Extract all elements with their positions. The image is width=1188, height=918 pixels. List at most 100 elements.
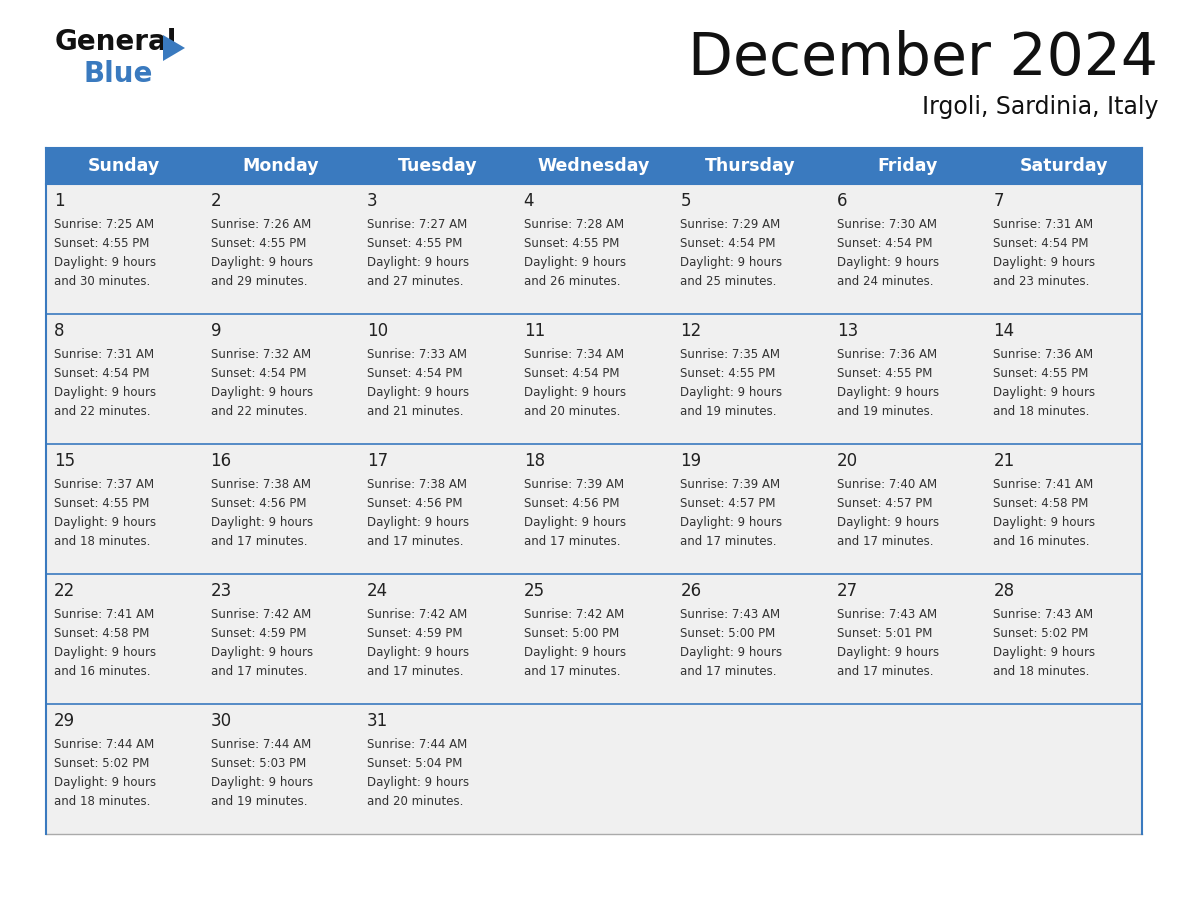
Text: Sunset: 4:56 PM: Sunset: 4:56 PM <box>210 497 307 510</box>
Text: and 17 minutes.: and 17 minutes. <box>681 665 777 678</box>
Text: Sunset: 5:00 PM: Sunset: 5:00 PM <box>681 627 776 640</box>
Bar <box>359 444 516 574</box>
Text: Daylight: 9 hours: Daylight: 9 hours <box>53 516 156 529</box>
Bar <box>672 574 829 704</box>
Text: Sunrise: 7:44 AM: Sunrise: 7:44 AM <box>367 738 467 751</box>
Text: Sunset: 4:55 PM: Sunset: 4:55 PM <box>367 237 462 250</box>
Text: Sunset: 4:54 PM: Sunset: 4:54 PM <box>53 367 150 380</box>
Text: and 17 minutes.: and 17 minutes. <box>524 535 620 548</box>
Text: Wednesday: Wednesday <box>538 157 650 175</box>
Text: Irgoli, Sardinia, Italy: Irgoli, Sardinia, Italy <box>922 95 1158 119</box>
Text: Daylight: 9 hours: Daylight: 9 hours <box>993 256 1095 269</box>
Text: Sunset: 5:02 PM: Sunset: 5:02 PM <box>993 627 1089 640</box>
Text: and 26 minutes.: and 26 minutes. <box>524 275 620 288</box>
Text: Daylight: 9 hours: Daylight: 9 hours <box>367 256 469 269</box>
Bar <box>46 444 203 574</box>
Text: Sunrise: 7:26 AM: Sunrise: 7:26 AM <box>210 218 311 231</box>
Bar <box>359 314 516 444</box>
Text: Daylight: 9 hours: Daylight: 9 hours <box>367 776 469 789</box>
Text: Sunrise: 7:43 AM: Sunrise: 7:43 AM <box>681 608 781 621</box>
Text: and 20 minutes.: and 20 minutes. <box>524 405 620 418</box>
Bar <box>985 184 1142 314</box>
Text: Daylight: 9 hours: Daylight: 9 hours <box>993 386 1095 399</box>
Text: Friday: Friday <box>877 157 937 175</box>
Text: 27: 27 <box>836 582 858 600</box>
Text: 17: 17 <box>367 452 388 470</box>
Text: Sunrise: 7:41 AM: Sunrise: 7:41 AM <box>993 478 1094 491</box>
Bar <box>516 184 672 314</box>
Text: and 18 minutes.: and 18 minutes. <box>993 405 1089 418</box>
Text: Daylight: 9 hours: Daylight: 9 hours <box>993 516 1095 529</box>
Text: Sunrise: 7:27 AM: Sunrise: 7:27 AM <box>367 218 467 231</box>
Text: Sunset: 5:04 PM: Sunset: 5:04 PM <box>367 757 462 770</box>
Text: Sunset: 4:55 PM: Sunset: 4:55 PM <box>53 237 150 250</box>
Text: and 18 minutes.: and 18 minutes. <box>53 795 151 808</box>
Text: Daylight: 9 hours: Daylight: 9 hours <box>681 256 783 269</box>
Text: Sunrise: 7:41 AM: Sunrise: 7:41 AM <box>53 608 154 621</box>
Text: and 17 minutes.: and 17 minutes. <box>210 535 307 548</box>
Text: 21: 21 <box>993 452 1015 470</box>
Text: 8: 8 <box>53 322 64 340</box>
Text: Sunset: 4:56 PM: Sunset: 4:56 PM <box>524 497 619 510</box>
Text: and 22 minutes.: and 22 minutes. <box>53 405 151 418</box>
Text: Sunset: 5:00 PM: Sunset: 5:00 PM <box>524 627 619 640</box>
Text: 13: 13 <box>836 322 858 340</box>
Text: 7: 7 <box>993 192 1004 210</box>
Text: Sunrise: 7:30 AM: Sunrise: 7:30 AM <box>836 218 937 231</box>
Text: Sunrise: 7:25 AM: Sunrise: 7:25 AM <box>53 218 154 231</box>
Text: Daylight: 9 hours: Daylight: 9 hours <box>524 646 626 659</box>
Text: Sunrise: 7:29 AM: Sunrise: 7:29 AM <box>681 218 781 231</box>
Text: Sunrise: 7:32 AM: Sunrise: 7:32 AM <box>210 348 311 361</box>
Text: Sunrise: 7:37 AM: Sunrise: 7:37 AM <box>53 478 154 491</box>
Text: 22: 22 <box>53 582 75 600</box>
Bar <box>829 184 985 314</box>
Text: Daylight: 9 hours: Daylight: 9 hours <box>993 646 1095 659</box>
Text: General: General <box>55 28 177 56</box>
Text: Sunrise: 7:28 AM: Sunrise: 7:28 AM <box>524 218 624 231</box>
Text: Daylight: 9 hours: Daylight: 9 hours <box>367 516 469 529</box>
Text: and 17 minutes.: and 17 minutes. <box>524 665 620 678</box>
Text: and 30 minutes.: and 30 minutes. <box>53 275 150 288</box>
Text: Sunrise: 7:36 AM: Sunrise: 7:36 AM <box>836 348 937 361</box>
Bar <box>203 574 359 704</box>
Text: Daylight: 9 hours: Daylight: 9 hours <box>210 516 312 529</box>
Text: Daylight: 9 hours: Daylight: 9 hours <box>53 646 156 659</box>
Bar <box>985 704 1142 834</box>
Text: Sunset: 4:54 PM: Sunset: 4:54 PM <box>681 237 776 250</box>
Text: 23: 23 <box>210 582 232 600</box>
Text: Sunset: 5:01 PM: Sunset: 5:01 PM <box>836 627 933 640</box>
Bar <box>46 574 203 704</box>
Text: Sunset: 4:55 PM: Sunset: 4:55 PM <box>993 367 1089 380</box>
Text: and 19 minutes.: and 19 minutes. <box>681 405 777 418</box>
Text: Sunday: Sunday <box>88 157 160 175</box>
Text: Daylight: 9 hours: Daylight: 9 hours <box>210 776 312 789</box>
Bar <box>985 574 1142 704</box>
Text: Sunset: 4:54 PM: Sunset: 4:54 PM <box>524 367 619 380</box>
Bar <box>203 444 359 574</box>
Text: Daylight: 9 hours: Daylight: 9 hours <box>681 646 783 659</box>
Text: and 29 minutes.: and 29 minutes. <box>210 275 307 288</box>
Bar <box>829 704 985 834</box>
Text: Sunrise: 7:42 AM: Sunrise: 7:42 AM <box>524 608 624 621</box>
Text: Daylight: 9 hours: Daylight: 9 hours <box>210 646 312 659</box>
Bar <box>516 704 672 834</box>
Text: Sunrise: 7:38 AM: Sunrise: 7:38 AM <box>367 478 467 491</box>
Bar <box>359 184 516 314</box>
Text: Sunset: 4:55 PM: Sunset: 4:55 PM <box>210 237 307 250</box>
Text: and 22 minutes.: and 22 minutes. <box>210 405 307 418</box>
Text: 20: 20 <box>836 452 858 470</box>
Text: Tuesday: Tuesday <box>398 157 478 175</box>
Text: Sunset: 4:58 PM: Sunset: 4:58 PM <box>53 627 150 640</box>
Text: Sunset: 4:54 PM: Sunset: 4:54 PM <box>836 237 933 250</box>
Bar <box>672 704 829 834</box>
Text: Sunset: 5:03 PM: Sunset: 5:03 PM <box>210 757 305 770</box>
Text: Daylight: 9 hours: Daylight: 9 hours <box>836 256 939 269</box>
Text: 30: 30 <box>210 712 232 730</box>
Text: 28: 28 <box>993 582 1015 600</box>
Text: and 27 minutes.: and 27 minutes. <box>367 275 463 288</box>
Text: Sunrise: 7:31 AM: Sunrise: 7:31 AM <box>993 218 1093 231</box>
Text: Sunset: 4:56 PM: Sunset: 4:56 PM <box>367 497 462 510</box>
Text: Daylight: 9 hours: Daylight: 9 hours <box>53 386 156 399</box>
Text: and 16 minutes.: and 16 minutes. <box>993 535 1089 548</box>
Bar <box>672 314 829 444</box>
